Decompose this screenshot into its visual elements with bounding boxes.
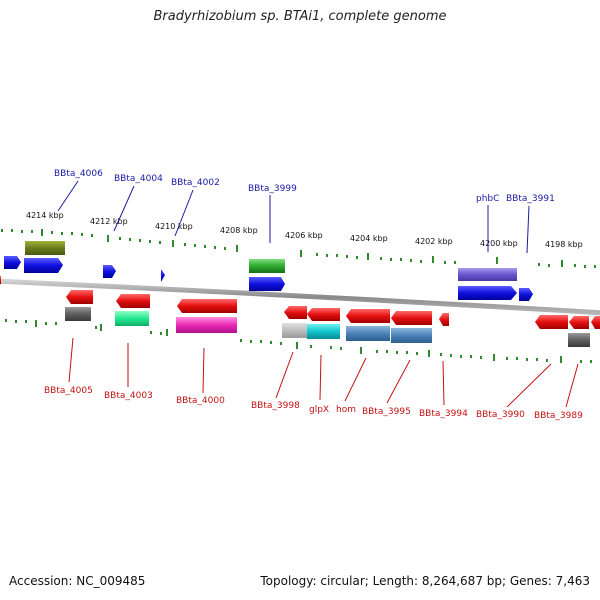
- gene-block-steel[interactable]: [391, 328, 432, 343]
- gene-label-bbta-3995[interactable]: BBta_3995: [362, 407, 411, 417]
- top-gene-labels: BBta_4006 BBta_4004 BBta_4002 BBta_3999 …: [54, 169, 555, 204]
- gene-label-phbc[interactable]: phbC: [476, 194, 499, 204]
- gene-block-mint[interactable]: [115, 311, 149, 326]
- gene-label-bbta-4004[interactable]: BBta_4004: [114, 174, 163, 184]
- reverse-gene-arrow[interactable]: [116, 294, 150, 308]
- accession-text: Accession: NC_009485: [9, 574, 146, 588]
- forward-gene-arrow[interactable]: [249, 277, 285, 291]
- gene-label-hom[interactable]: hom: [336, 405, 356, 415]
- forward-gene-arrow[interactable]: [103, 265, 116, 278]
- genome-backbone: [0, 278, 600, 316]
- reverse-gene-arrow[interactable]: [391, 311, 432, 325]
- reverse-gene-arrow[interactable]: [177, 299, 237, 313]
- kbp-label-4210: 4210 kbp: [155, 222, 193, 231]
- gene-label-bbta-3994[interactable]: BBta_3994: [419, 409, 468, 419]
- forward-genes: [4, 256, 533, 301]
- gene-label-bbta-4006[interactable]: BBta_4006: [54, 169, 103, 179]
- gene-label-bbta-3998[interactable]: BBta_3998: [251, 401, 300, 411]
- kbp-label-4208: 4208 kbp: [220, 226, 258, 235]
- gene-block-olive[interactable]: [25, 241, 65, 255]
- gene-label-bbta-3990[interactable]: BBta_3990: [476, 410, 525, 420]
- kbp-label-4202: 4202 kbp: [415, 237, 453, 246]
- gene-label-bbta-3989[interactable]: BBta_3989: [534, 411, 583, 421]
- gene-block-gray[interactable]: [65, 307, 91, 321]
- reverse-gene-arrow[interactable]: [0, 276, 1, 284]
- gene-label-bbta-4003[interactable]: BBta_4003: [104, 391, 153, 401]
- reverse-gene-arrow[interactable]: [439, 313, 449, 326]
- gene-block-purple[interactable]: [458, 268, 517, 281]
- gene-block-green[interactable]: [249, 259, 285, 273]
- reverse-genes: [0, 276, 600, 329]
- kbp-label-4214: 4214 kbp: [26, 211, 64, 220]
- gene-label-bbta-4000[interactable]: BBta_4000: [176, 396, 225, 406]
- lower-tick-track: [5, 319, 592, 363]
- reverse-gene-arrow[interactable]: [591, 316, 600, 329]
- reverse-gene-arrow[interactable]: [66, 290, 93, 304]
- genome-info-text: Topology: circular; Length: 8,264,687 bp…: [260, 574, 590, 588]
- gene-block-lightgray[interactable]: [282, 323, 307, 338]
- kbp-label-4206: 4206 kbp: [285, 231, 323, 240]
- reverse-gene-arrow[interactable]: [307, 308, 340, 321]
- forward-gene-arrow[interactable]: [458, 286, 517, 300]
- kbp-label-4212: 4212 kbp: [90, 217, 128, 226]
- gene-label-bbta-3999[interactable]: BBta_3999: [248, 184, 297, 194]
- forward-gene-arrow[interactable]: [4, 256, 21, 269]
- reverse-gene-arrow[interactable]: [346, 309, 390, 323]
- bottom-leader-lines: [68, 337, 579, 408]
- reverse-gene-arrow[interactable]: [284, 306, 307, 319]
- kbp-label-4200: 4200 kbp: [480, 239, 518, 248]
- reverse-gene-arrow[interactable]: [569, 316, 589, 329]
- upper-tick-track: [1, 229, 596, 268]
- kbp-label-4198: 4198 kbp: [545, 240, 583, 249]
- gene-block-cyan[interactable]: [307, 324, 340, 339]
- gene-label-bbta-3991[interactable]: BBta_3991: [506, 194, 555, 204]
- reverse-gene-arrow[interactable]: [535, 315, 568, 329]
- gene-label-bbta-4002[interactable]: BBta_4002: [171, 178, 220, 188]
- genome-title: Bradyrhizobium sp. BTAi1, complete genom…: [153, 9, 447, 24]
- forward-gene-arrow[interactable]: [519, 288, 533, 301]
- kbp-label-4204: 4204 kbp: [350, 234, 388, 243]
- gene-block-magenta[interactable]: [176, 317, 237, 333]
- gene-block-steel[interactable]: [346, 326, 390, 341]
- gene-label-glpx[interactable]: glpX: [309, 405, 329, 415]
- forward-gene-arrow[interactable]: [24, 258, 63, 273]
- top-leader-lines: [57, 180, 530, 254]
- bottom-gene-labels: BBta_4005 BBta_4003 BBta_4000 BBta_3998 …: [44, 386, 583, 421]
- forward-gene-arrow[interactable]: [161, 269, 165, 282]
- gene-label-bbta-4005[interactable]: BBta_4005: [44, 386, 93, 396]
- gene-block-darkgray[interactable]: [568, 333, 590, 347]
